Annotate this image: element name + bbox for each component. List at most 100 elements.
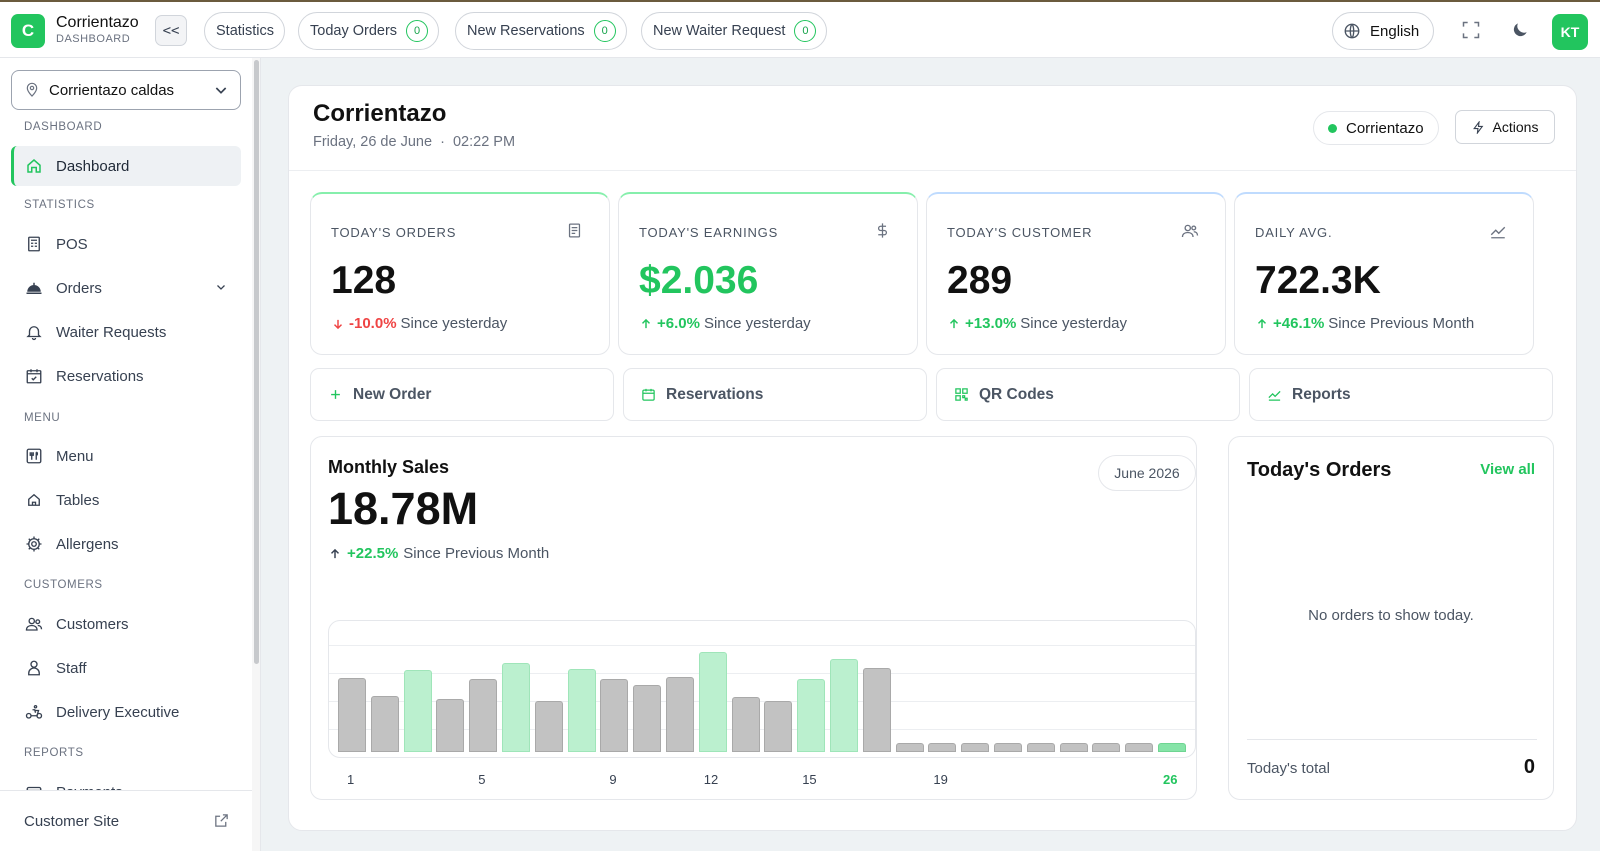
chart-bar-day-24[interactable] — [1092, 743, 1121, 752]
sidebar-item-label: Reservations — [56, 367, 144, 385]
chart-bar-day-7[interactable] — [534, 701, 563, 752]
chart-bar-day-19[interactable] — [928, 743, 957, 752]
sidebar-item-orders[interactable]: Orders — [11, 268, 241, 308]
collapse-sidebar-button[interactable]: << — [155, 15, 187, 46]
stat-change-percent: -10.0% — [349, 315, 397, 332]
chart-bar-day-8[interactable] — [567, 669, 596, 752]
stat-change: +13.0% Since yesterday — [947, 315, 1127, 332]
quick-action-label: Reports — [1292, 385, 1351, 403]
stat-change-since: Since Previous Month — [1328, 315, 1475, 332]
stat-change-percent: +6.0% — [657, 315, 700, 332]
stat-card-orders: TODAY'S ORDERS 128 -10.0% Since yesterda… — [310, 192, 610, 355]
sidebar-item-delivery-executive[interactable]: Delivery Executive — [11, 692, 241, 732]
arrow-up-icon — [639, 317, 653, 331]
app-logo[interactable]: C — [11, 14, 45, 48]
statistics-pill-label: Statistics — [216, 23, 275, 39]
stat-change-since: Since yesterday — [400, 315, 508, 332]
new-reservations-count: 0 — [593, 20, 616, 42]
chart-bar-day-17[interactable] — [862, 668, 891, 752]
chart-bar-day-14[interactable] — [764, 701, 793, 752]
stat-value: 722.3K — [1255, 259, 1381, 302]
today-orders-pill-label: Today Orders — [310, 23, 398, 39]
stat-card-earnings: TODAY'S EARNINGS $2.036 +6.0% Since yest… — [618, 192, 918, 355]
location-select[interactable]: Corrientazo caldas — [11, 70, 241, 110]
location-label: Corrientazo caldas — [49, 81, 175, 99]
chart-bar-day-5[interactable] — [469, 679, 498, 752]
chart-bar-day-11[interactable] — [666, 677, 694, 752]
chart-bar-day-2[interactable] — [370, 696, 399, 752]
restaurant-status-pill[interactable]: Corrientazo — [1313, 111, 1439, 145]
user-icon — [24, 658, 44, 678]
sidebar-item-staff[interactable]: Staff — [11, 648, 241, 688]
qr-codes-button[interactable]: QR Codes — [936, 368, 1240, 421]
new-waiter-request-pill[interactable]: New Waiter Request 0 — [641, 12, 828, 50]
dollar-icon — [874, 222, 891, 239]
chart-bar-day-22[interactable] — [1026, 743, 1055, 752]
reservations-button[interactable]: Reservations — [623, 368, 927, 421]
calendar-check-icon — [24, 366, 44, 386]
chart-bar-day-18[interactable] — [895, 743, 924, 752]
chart-bar-day-12[interactable] — [698, 652, 727, 752]
sidebar-item-label: Delivery Executive — [56, 703, 180, 721]
customer-site-link[interactable]: Customer Site — [0, 790, 252, 851]
today-total-label: Today's total — [1247, 760, 1330, 777]
x-tick-label: 12 — [703, 772, 719, 787]
home-outline-icon — [24, 490, 44, 510]
chart-bar-day-23[interactable] — [1059, 743, 1088, 752]
sales-bar-chart — [328, 620, 1196, 758]
new-waiter-request-count: 0 — [794, 20, 817, 42]
user-avatar[interactable]: KT — [1552, 14, 1588, 50]
chart-bar-day-16[interactable] — [830, 659, 858, 752]
sidebar-item-menu[interactable]: Menu — [11, 436, 241, 476]
chart-bar-day-21[interactable] — [994, 743, 1022, 752]
x-tick-label: 5 — [478, 772, 486, 787]
sidebar-item-tables[interactable]: Tables — [11, 480, 241, 520]
today-orders-pill[interactable]: Today Orders 0 — [298, 12, 440, 50]
chart-gridline — [329, 645, 1195, 646]
sidebar-item-waiter-requests[interactable]: Waiter Requests — [11, 312, 241, 352]
chart-bar-day-20[interactable] — [961, 743, 990, 752]
stat-value: 289 — [947, 259, 1013, 302]
chart-bar-day-1[interactable] — [338, 678, 366, 752]
chart-bar-day-13[interactable] — [731, 697, 760, 752]
sidebar-item-dashboard[interactable]: Dashboard — [11, 146, 241, 186]
statistics-pill[interactable]: Statistics — [204, 12, 286, 50]
sales-value: 18.78M — [328, 483, 479, 534]
chart-bar-day-26[interactable] — [1158, 743, 1186, 752]
chart-bar-day-4[interactable] — [436, 699, 465, 752]
sidebar-item-pos[interactable]: POS — [11, 224, 241, 264]
scooter-icon — [24, 702, 44, 722]
chart-bar-day-10[interactable] — [633, 685, 662, 752]
users-icon — [24, 614, 44, 634]
reports-button[interactable]: Reports — [1249, 368, 1553, 421]
sidebar-item-label: Tables — [56, 491, 100, 509]
chart-gridline — [329, 673, 1195, 674]
chart-bar-day-15[interactable] — [797, 679, 826, 752]
moon-icon[interactable] — [1508, 18, 1532, 42]
new-reservations-pill[interactable]: New Reservations 0 — [455, 12, 627, 50]
fullscreen-icon[interactable] — [1459, 18, 1483, 42]
actions-button[interactable]: Actions — [1455, 110, 1555, 144]
stat-value: 128 — [331, 259, 397, 302]
sidebar-item-customers[interactable]: Customers — [11, 604, 241, 644]
page-title: Corrientazo — [313, 100, 447, 127]
chart-bar-day-6[interactable] — [502, 663, 530, 752]
quick-action-label: Reservations — [666, 385, 764, 403]
new-order-button[interactable]: New Order — [310, 368, 614, 421]
sidebar-item-allergens[interactable]: Allergens — [11, 524, 241, 564]
sidebar-item-reservations[interactable]: Reservations — [11, 356, 241, 396]
chart-bar-day-9[interactable] — [600, 679, 629, 752]
arrow-up-icon — [947, 317, 961, 331]
status-dot — [1328, 123, 1337, 133]
month-selector[interactable]: June 2026 — [1098, 455, 1196, 491]
x-tick-label: 1 — [347, 772, 355, 787]
chart-bar-day-25[interactable] — [1125, 743, 1154, 752]
chart-bar-day-3[interactable] — [403, 670, 432, 752]
language-label: English — [1370, 22, 1420, 40]
globe-icon — [1343, 22, 1361, 40]
arrow-up-icon — [328, 547, 342, 561]
view-all-link[interactable]: View all — [1480, 461, 1535, 478]
orders-divider — [1247, 739, 1537, 740]
language-selector[interactable]: English — [1332, 12, 1434, 50]
sidebar-scroll-thumb[interactable] — [254, 60, 259, 664]
